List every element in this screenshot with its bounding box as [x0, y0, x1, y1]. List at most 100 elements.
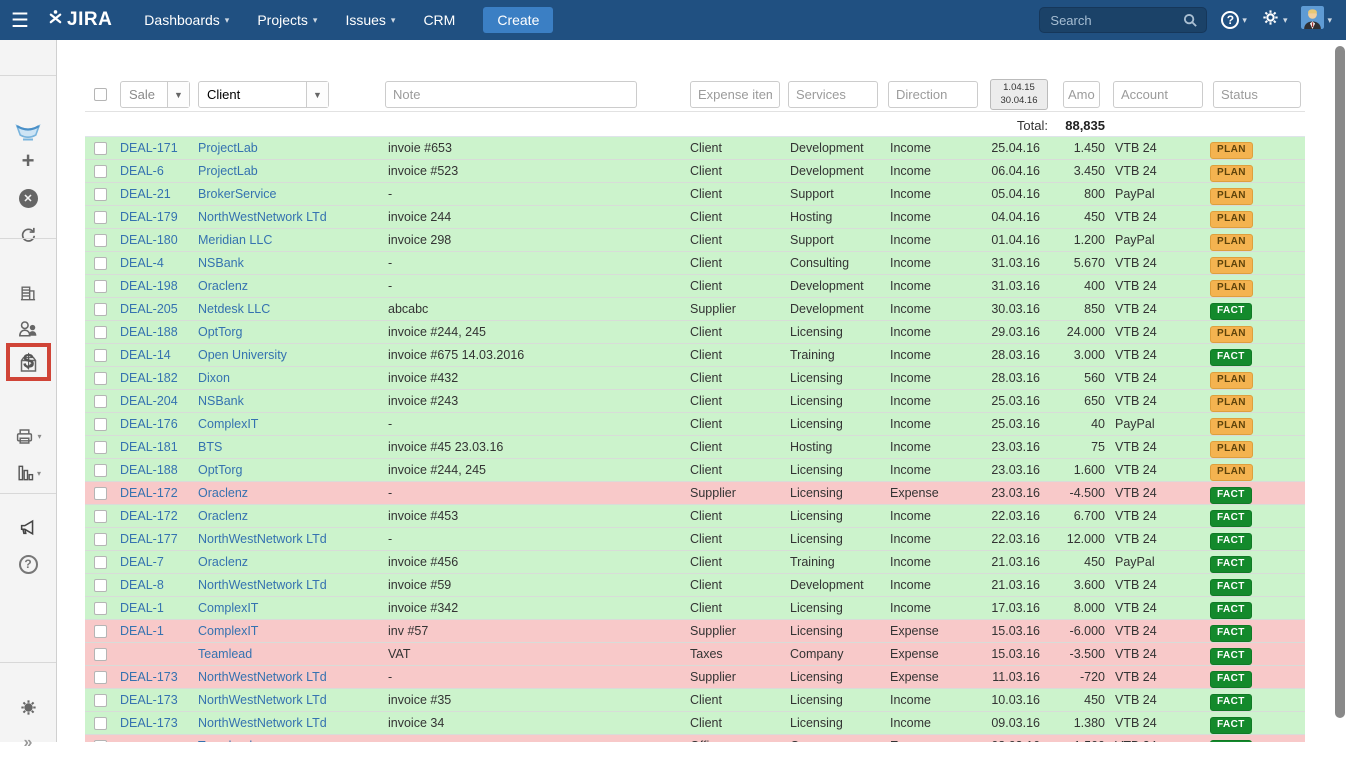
- vertical-scrollbar[interactable]: [1335, 46, 1345, 718]
- date-range-button[interactable]: 1.04.15 30.04.16: [990, 79, 1048, 110]
- company-link[interactable]: Oraclenz: [198, 555, 249, 569]
- chevron-down-icon[interactable]: ▼: [167, 82, 189, 107]
- row-checkbox[interactable]: [93, 716, 107, 730]
- expand-sidebar-icon[interactable]: »: [23, 734, 33, 751]
- row-checkbox[interactable]: [93, 693, 107, 707]
- companies-icon[interactable]: [0, 278, 56, 308]
- add-icon[interactable]: +: [21, 148, 35, 173]
- company-link[interactable]: ProjectLab: [198, 164, 258, 178]
- company-link[interactable]: Teamlead: [190, 735, 380, 742]
- company-link[interactable]: BTS: [198, 440, 223, 454]
- row-checkbox[interactable]: [93, 371, 107, 385]
- row-checkbox[interactable]: [93, 417, 107, 431]
- company-link[interactable]: Oraclenz: [198, 486, 249, 500]
- deal-key-link[interactable]: DEAL-177: [120, 532, 178, 546]
- company-link[interactable]: Teamlead: [198, 647, 253, 661]
- redo-icon[interactable]: [0, 220, 56, 250]
- row-checkbox[interactable]: [93, 555, 107, 569]
- settings-gear-icon[interactable]: [0, 692, 56, 722]
- sale-filter-select[interactable]: Sale ▼: [120, 81, 190, 108]
- deal-key-link[interactable]: DEAL-1: [120, 624, 164, 638]
- company-link[interactable]: NSBank: [198, 256, 244, 270]
- deal-key-link[interactable]: DEAL-180: [120, 233, 178, 247]
- note-filter-input[interactable]: [385, 81, 637, 108]
- deal-key-link[interactable]: DEAL-176: [120, 417, 178, 431]
- announcement-icon[interactable]: [0, 512, 56, 542]
- row-checkbox[interactable]: [93, 187, 107, 201]
- deal-key-link[interactable]: DEAL-171: [120, 141, 178, 155]
- settings-menu[interactable]: ▾: [1261, 8, 1287, 32]
- deal-key-link[interactable]: DEAL-4: [120, 256, 164, 270]
- deal-key-link[interactable]: DEAL-173: [120, 716, 178, 730]
- deal-key-link[interactable]: DEAL-14: [120, 348, 171, 362]
- nav-menu-projects[interactable]: Projects ▾: [257, 12, 318, 28]
- deal-key-link[interactable]: DEAL-172: [120, 509, 178, 523]
- company-link[interactable]: NorthWestNetwork LTd: [198, 532, 327, 546]
- company-link[interactable]: Oraclenz: [198, 509, 249, 523]
- company-link[interactable]: OptTorg: [198, 325, 243, 339]
- deal-key-link[interactable]: DEAL-7: [120, 555, 164, 569]
- status-filter-input[interactable]: [1213, 81, 1301, 108]
- company-link[interactable]: Dixon: [198, 371, 230, 385]
- hamburger-icon[interactable]: ☰: [11, 9, 29, 32]
- row-checkbox[interactable]: [93, 256, 107, 270]
- row-checkbox[interactable]: [93, 210, 107, 224]
- deal-key-link[interactable]: DEAL-182: [120, 371, 178, 385]
- company-link[interactable]: NorthWestNetwork LTd: [198, 670, 327, 684]
- client-filter-select[interactable]: Client ▼: [198, 81, 329, 108]
- transactions-icon-selected[interactable]: $: [6, 343, 51, 381]
- company-link[interactable]: ComplexIT: [198, 624, 259, 638]
- create-button[interactable]: Create: [483, 7, 554, 33]
- deal-key-link[interactable]: DEAL-188: [120, 325, 178, 339]
- row-checkbox[interactable]: [93, 532, 107, 546]
- contacts-icon[interactable]: [0, 313, 56, 343]
- company-link[interactable]: OptTorg: [198, 463, 243, 477]
- deal-key-link[interactable]: DEAL-173: [120, 693, 178, 707]
- row-checkbox[interactable]: [93, 486, 107, 500]
- company-link[interactable]: NorthWestNetwork LTd: [198, 693, 327, 707]
- deal-key-link[interactable]: DEAL-204: [120, 394, 178, 408]
- company-link[interactable]: NorthWestNetwork LTd: [198, 578, 327, 592]
- direction-filter-input[interactable]: [888, 81, 978, 108]
- company-link[interactable]: NorthWestNetwork LTd: [198, 716, 327, 730]
- row-checkbox[interactable]: [93, 578, 107, 592]
- crm-logo-icon[interactable]: [0, 115, 56, 145]
- amount-filter-input[interactable]: [1063, 81, 1100, 108]
- chevron-down-icon[interactable]: ▼: [306, 82, 328, 107]
- row-checkbox[interactable]: [93, 670, 107, 684]
- deal-key-link[interactable]: DEAL-188: [120, 463, 178, 477]
- company-link[interactable]: ProjectLab: [198, 141, 258, 155]
- row-checkbox[interactable]: [93, 164, 107, 178]
- company-link[interactable]: Open University: [198, 348, 287, 362]
- row-checkbox[interactable]: [93, 509, 107, 523]
- deal-key-link[interactable]: DEAL-181: [120, 440, 178, 454]
- account-filter-input[interactable]: [1113, 81, 1203, 108]
- company-link[interactable]: BrokerService: [198, 187, 277, 201]
- products-icon[interactable]: [0, 349, 56, 379]
- company-link[interactable]: NSBank: [198, 394, 244, 408]
- row-checkbox[interactable]: [93, 233, 107, 247]
- deal-key-link[interactable]: DEAL-21: [120, 187, 171, 201]
- jira-brand[interactable]: JIRA: [48, 9, 112, 31]
- row-checkbox[interactable]: [93, 463, 107, 477]
- row-checkbox[interactable]: [93, 394, 107, 408]
- deal-key-link[interactable]: DEAL-173: [120, 670, 178, 684]
- row-checkbox[interactable]: [93, 348, 107, 362]
- nav-menu-crm[interactable]: CRM: [423, 12, 456, 28]
- company-link[interactable]: Netdesk LLC: [198, 302, 271, 316]
- close-icon[interactable]: ✕: [0, 183, 56, 213]
- services-filter-input[interactable]: [788, 81, 878, 108]
- user-menu[interactable]: ▾: [1301, 6, 1332, 34]
- row-checkbox[interactable]: [93, 440, 107, 454]
- row-checkbox[interactable]: [93, 739, 107, 742]
- select-all-checkbox[interactable]: [94, 88, 107, 101]
- deal-key-link[interactable]: DEAL-1: [120, 601, 164, 615]
- print-icon[interactable]: ▾: [0, 421, 56, 451]
- reports-icon[interactable]: ▾: [0, 458, 56, 488]
- row-checkbox[interactable]: [93, 279, 107, 293]
- row-checkbox[interactable]: [93, 601, 107, 615]
- row-checkbox[interactable]: [93, 325, 107, 339]
- deal-key-link[interactable]: DEAL-8: [120, 578, 164, 592]
- row-checkbox[interactable]: [93, 141, 107, 155]
- nav-menu-issues[interactable]: Issues ▾: [345, 12, 396, 28]
